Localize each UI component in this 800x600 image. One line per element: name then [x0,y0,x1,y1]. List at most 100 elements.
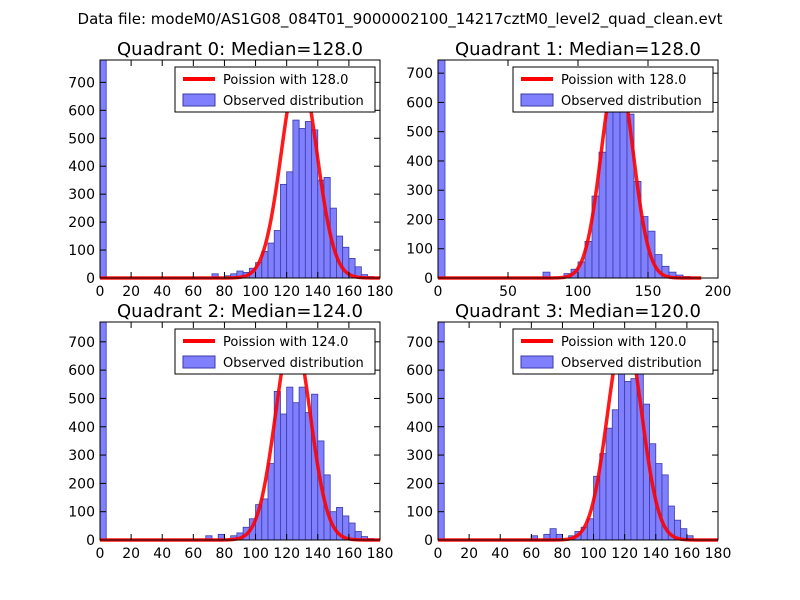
x-tick-label: 20 [460,546,478,562]
x-tick-label: 160 [674,546,701,562]
x-tick-label: 140 [642,546,669,562]
y-tick-label: 100 [406,505,433,521]
histogram-bar [618,358,626,541]
subplot-title: Quadrant 1: Median=128.0 [455,39,701,60]
legend-bar-swatch [520,355,554,369]
axes-frame [99,321,381,541]
histogram-bar [624,381,632,541]
x-tick-label: 180 [705,546,732,562]
subplot-title: Quadrant 2: Median=124.0 [117,301,363,322]
histogram-bar [280,183,288,279]
histogram-bar [611,409,619,541]
histogram-bar [619,87,628,279]
x-tick-label: 0 [96,546,105,562]
histogram-bar [267,463,275,541]
x-tick-label: 40 [153,546,171,562]
histogram-bar [273,230,281,279]
x-tick-label: 20 [122,284,140,300]
quadrant-2-panel: 0 20 40 60 80 100 120 140 160 1800100200300400500… [68,301,393,562]
legend: Poission with 120.0 Observed distribution [512,328,714,375]
histogram-bar [304,412,312,541]
x-tick-label: 120 [611,546,638,562]
x-tick-label: 0 [96,284,105,300]
histogram-bar [298,128,306,279]
x-tick-label: 80 [216,284,234,300]
y-tick-label: 200 [68,476,95,492]
legend-label-observed: Observed distribution [223,356,364,371]
x-tick-label: 60 [184,284,202,300]
x-tick-label: 200 [705,284,732,300]
quadrant-1-panel: 0 50 100 150 200 0 100 200 300 400 500 600 700 Quadra… [406,39,731,300]
x-tick-label: 120 [273,284,300,300]
histogram-bar [267,242,275,279]
y-tick-label: 100 [68,243,95,259]
y-tick-label: 300 [406,448,433,464]
legend-label-observed: Observed distribution [223,94,364,109]
legend-bar-swatch [182,93,216,107]
histogram-bar [280,413,288,541]
y-tick-label: 400 [406,420,433,436]
y-tick-label: 700 [68,75,95,91]
y-tick-label: 200 [406,476,433,492]
y-tick-label: 600 [68,363,95,379]
y-tick-label: 200 [406,212,433,228]
histogram-bar [292,119,300,279]
x-tick-label: 40 [153,284,171,300]
x-tick-label: 100 [580,546,607,562]
y-tick-label: 300 [68,448,95,464]
y-tick-label: 400 [68,420,95,436]
y-tick-label: 700 [68,335,95,351]
histogram-bar [630,378,638,541]
histogram-bar [261,498,269,541]
histogram-bar [286,171,294,279]
y-tick-label: 100 [406,242,433,258]
subplot-title: Quadrant 0: Median=128.0 [117,39,363,60]
x-tick-label: 100 [242,546,269,562]
x-tick-label: 0 [434,546,443,562]
legend-bar-swatch [182,355,216,369]
histogram-bar [286,386,294,541]
x-tick-label: 140 [304,284,331,300]
y-tick-label: 0 [86,533,95,549]
histogram-bar [304,121,312,279]
y-tick-label: 300 [406,183,433,199]
y-tick-label: 400 [406,154,433,170]
histogram-bar [437,321,445,541]
y-tick-label: 200 [68,215,95,231]
y-tick-label: 700 [406,66,433,82]
x-tick-label: 40 [491,546,509,562]
x-tick-label: 120 [273,546,300,562]
x-tick-label: 50 [499,284,517,300]
subplots: 0 20 40 60 80 100 120 140 160 1800100200300400500… [68,39,731,562]
x-tick-label: 80 [216,546,234,562]
histogram-bar [99,59,107,279]
y-tick-label: 300 [68,187,95,203]
y-tick-label: 600 [406,363,433,379]
figure-title: Data file: modeM0/AS1G08_084T01_90000021… [78,10,723,29]
x-tick-label: 60 [184,546,202,562]
legend-label-observed: Observed distribution [561,94,702,109]
y-tick-label: 600 [68,103,95,119]
y-tick-label: 400 [68,159,95,175]
y-tick-label: 500 [68,391,95,407]
y-tick-label: 500 [68,131,95,147]
x-tick-label: 100 [242,284,269,300]
x-tick-label: 180 [367,546,394,562]
axes-frame [437,321,719,541]
legend-bar-swatch [520,93,554,107]
legend: Poission with 128.0 Observed distribution [174,66,376,113]
x-tick-label: 150 [635,284,662,300]
y-tick-label: 500 [406,125,433,141]
legend-label-poisson: Poission with 128.0 [561,73,686,88]
legend: Poission with 128.0 Observed distribution [512,66,714,113]
histogram-bar [99,321,107,541]
x-tick-label: 100 [565,284,592,300]
y-tick-label: 0 [424,533,433,549]
y-tick-label: 100 [68,505,95,521]
x-tick-label: 20 [122,546,140,562]
quadrant-3-panel: 0 20 40 60 80 100 120 140 160 1800100200300400500… [406,301,731,562]
legend-label-observed: Observed distribution [561,356,702,371]
x-tick-label: 160 [336,546,363,562]
y-tick-label: 0 [424,271,433,287]
